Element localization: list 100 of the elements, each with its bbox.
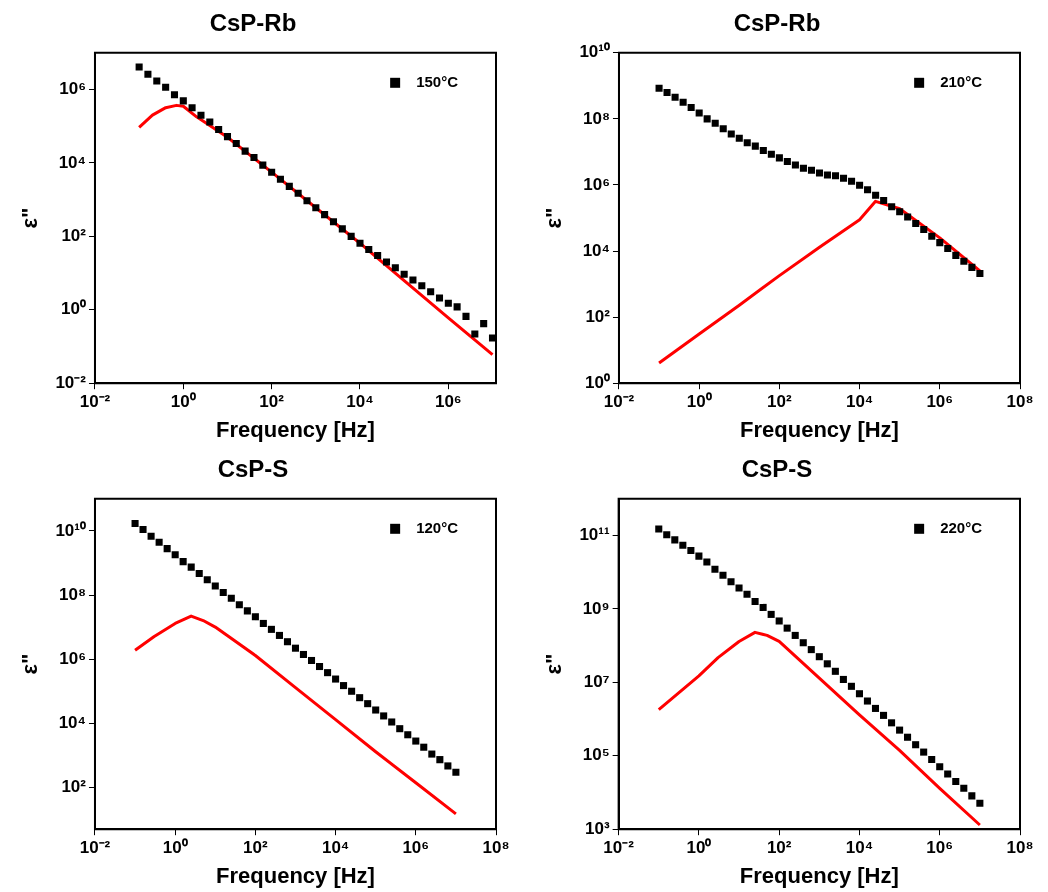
point bbox=[751, 597, 759, 605]
point bbox=[396, 725, 404, 733]
point bbox=[703, 115, 711, 123]
point bbox=[285, 182, 293, 190]
y-tick-label: 10¹¹ bbox=[579, 525, 610, 545]
point bbox=[735, 134, 743, 142]
point bbox=[364, 700, 372, 708]
x-tick-label: 10⁻² bbox=[79, 838, 111, 858]
x-tick-label: 10⁰ bbox=[686, 838, 712, 858]
point bbox=[268, 168, 276, 176]
x-tick-label: 10² bbox=[767, 392, 792, 412]
point bbox=[197, 111, 205, 119]
point bbox=[912, 220, 920, 228]
point bbox=[968, 263, 976, 271]
point bbox=[871, 704, 880, 712]
y-tick-label: 10² bbox=[61, 226, 87, 246]
y-tick-label: 10⁴ bbox=[58, 152, 86, 172]
y-axis-title: ε" bbox=[541, 653, 567, 675]
point bbox=[227, 594, 235, 602]
x-axis-title: Frequency [Hz] bbox=[216, 416, 375, 442]
point bbox=[952, 777, 960, 785]
point bbox=[219, 588, 227, 597]
point bbox=[259, 619, 267, 627]
point bbox=[896, 726, 904, 734]
x-tick-label: 10⁴ bbox=[346, 392, 374, 412]
point bbox=[847, 682, 855, 690]
point bbox=[896, 208, 904, 216]
point bbox=[928, 756, 936, 764]
point bbox=[791, 161, 799, 169]
point bbox=[671, 536, 679, 544]
point bbox=[799, 164, 807, 172]
point bbox=[275, 631, 283, 639]
point bbox=[321, 211, 329, 219]
point bbox=[139, 526, 147, 534]
y-tick-label: 10² bbox=[61, 777, 87, 797]
point bbox=[135, 63, 143, 71]
point bbox=[232, 139, 240, 147]
x-tick-label: 10⁰ bbox=[170, 392, 196, 412]
point bbox=[312, 204, 320, 212]
point bbox=[687, 546, 695, 555]
point bbox=[428, 750, 436, 758]
point bbox=[904, 733, 912, 741]
y-tick-label: 10⁰ bbox=[585, 372, 610, 392]
y-tick-label: 10⁴ bbox=[58, 713, 86, 733]
x-tick-label: 10⁴ bbox=[845, 838, 874, 858]
point bbox=[211, 582, 219, 590]
point bbox=[291, 644, 300, 652]
point bbox=[912, 741, 920, 749]
point bbox=[251, 613, 259, 621]
point bbox=[153, 77, 161, 85]
x-tick-label: 10² bbox=[766, 838, 792, 858]
point bbox=[904, 213, 912, 221]
point bbox=[444, 762, 452, 770]
point bbox=[356, 239, 364, 247]
point bbox=[936, 763, 944, 771]
point bbox=[338, 225, 346, 233]
point bbox=[735, 584, 743, 592]
point bbox=[815, 169, 824, 177]
point bbox=[409, 276, 417, 284]
point bbox=[294, 189, 302, 197]
point bbox=[155, 538, 163, 546]
point bbox=[380, 712, 388, 720]
point bbox=[864, 186, 872, 194]
point bbox=[488, 334, 496, 342]
point bbox=[815, 653, 823, 661]
point bbox=[711, 565, 719, 573]
x-tick-label: 10⁴ bbox=[845, 392, 874, 412]
x-tick-label: 10⁶ bbox=[402, 838, 430, 858]
point bbox=[215, 126, 223, 134]
point bbox=[856, 181, 864, 189]
point bbox=[751, 142, 759, 150]
point bbox=[391, 264, 399, 272]
point bbox=[960, 784, 968, 792]
legend-label: 150°C bbox=[416, 72, 459, 90]
point bbox=[365, 245, 373, 253]
point bbox=[480, 320, 488, 328]
point bbox=[839, 675, 847, 683]
y-tick-label: 10⁻² bbox=[55, 372, 87, 392]
point bbox=[179, 97, 187, 105]
point bbox=[831, 172, 840, 180]
point bbox=[356, 694, 364, 702]
point bbox=[928, 232, 936, 240]
point bbox=[250, 154, 258, 162]
chart-title: CsP-S bbox=[741, 455, 813, 483]
point bbox=[471, 330, 479, 338]
point bbox=[727, 130, 735, 138]
point bbox=[799, 639, 807, 647]
point bbox=[743, 139, 751, 147]
point bbox=[695, 552, 703, 560]
point bbox=[848, 177, 856, 185]
point bbox=[976, 799, 984, 807]
point bbox=[663, 531, 671, 539]
point bbox=[783, 158, 791, 166]
point bbox=[453, 303, 461, 311]
point bbox=[920, 225, 928, 233]
point bbox=[372, 706, 380, 714]
point bbox=[863, 697, 871, 705]
x-axis-title: Frequency [Hz] bbox=[739, 862, 899, 888]
point bbox=[171, 551, 179, 559]
point bbox=[759, 147, 767, 155]
